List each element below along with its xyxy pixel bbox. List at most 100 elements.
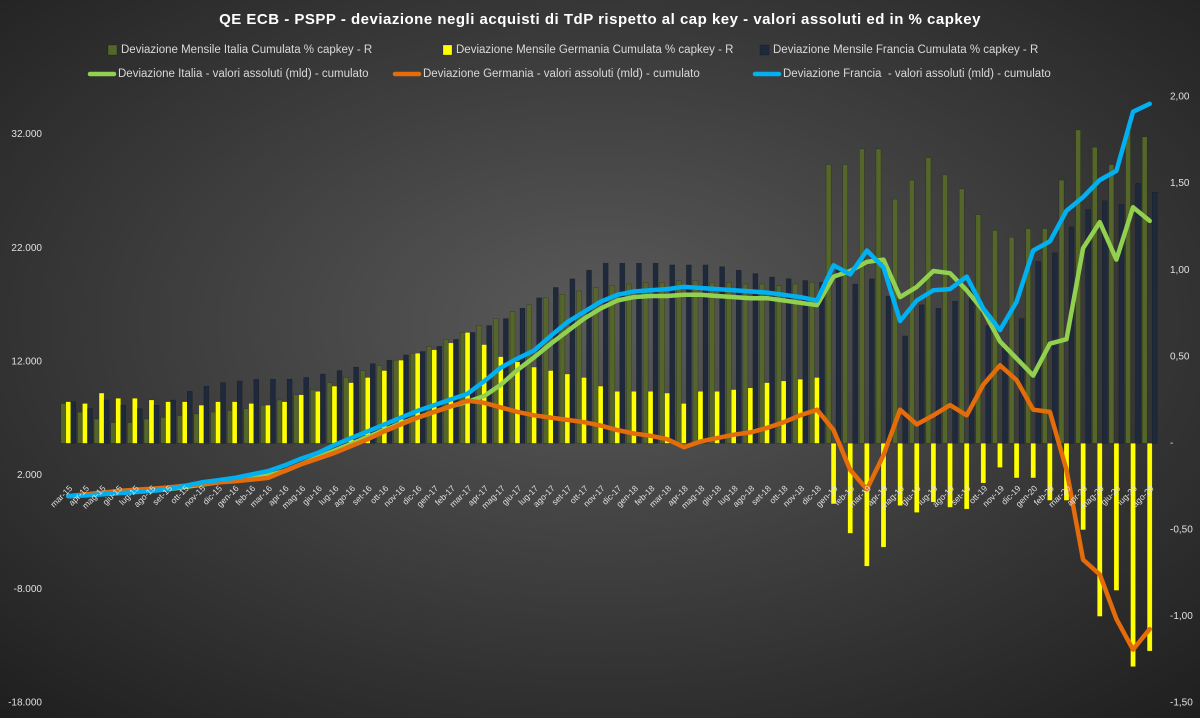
- bar: [386, 359, 393, 444]
- y2-tick-label: -1,50: [1170, 698, 1193, 709]
- bar: [1030, 443, 1036, 479]
- bar: [543, 297, 549, 444]
- legend: Deviazione Mensile Italia Cumulata % cap…: [87, 44, 1051, 80]
- legend-label: Deviazione Mensile Germania Cumulata % c…: [456, 44, 733, 56]
- bar: [985, 325, 992, 444]
- line: [66, 363, 1152, 652]
- bar: [597, 385, 604, 444]
- bar: [619, 262, 626, 444]
- bar: [1047, 443, 1053, 501]
- bar: [132, 398, 138, 444]
- bar: [65, 401, 72, 444]
- bar: [681, 403, 687, 444]
- bar: [315, 391, 321, 444]
- bar: [153, 404, 160, 444]
- bar: [852, 283, 858, 444]
- bar: [1097, 443, 1103, 617]
- bar: [747, 387, 754, 444]
- bar: [70, 401, 77, 444]
- bar: [236, 380, 243, 444]
- bar: [137, 408, 143, 444]
- bar: [1008, 236, 1015, 444]
- bar: [869, 278, 875, 444]
- bar: [409, 353, 416, 444]
- legend-swatch: [442, 44, 453, 56]
- bar: [1092, 146, 1098, 444]
- bar: [842, 164, 848, 444]
- bar: [393, 359, 399, 444]
- bar: [702, 264, 709, 444]
- bar: [892, 198, 898, 444]
- bar: [609, 285, 616, 444]
- bar: [968, 287, 975, 444]
- bar: [930, 443, 937, 503]
- bar: [1035, 261, 1041, 444]
- bar: [847, 443, 853, 534]
- bar: [187, 391, 193, 444]
- bar: [980, 443, 987, 484]
- bar: [559, 294, 566, 444]
- legend-swatch: [107, 44, 118, 56]
- bar: [165, 401, 171, 444]
- bar: [215, 401, 221, 444]
- bar: [459, 332, 466, 444]
- bar: [775, 285, 782, 444]
- bar: [1068, 226, 1075, 444]
- bar: [1130, 443, 1136, 667]
- bar: [1118, 204, 1125, 444]
- bar: [914, 443, 920, 513]
- bar: [93, 418, 100, 444]
- y-tick-label: 32.000: [11, 129, 42, 140]
- bar: [825, 164, 832, 444]
- bar: [742, 283, 749, 444]
- bar: [830, 443, 837, 505]
- y2-tick-label: 1,50: [1170, 178, 1190, 189]
- bar: [514, 361, 521, 444]
- bar: [448, 342, 454, 444]
- bar: [303, 377, 309, 444]
- bar: [348, 382, 354, 444]
- line: [66, 101, 1152, 499]
- bar: [160, 417, 166, 444]
- bar: [1025, 228, 1031, 444]
- legend-label: Deviazione Germania - valori assoluti (m…: [423, 68, 700, 80]
- y-tick-label: -18.000: [8, 698, 42, 709]
- bar: [103, 399, 110, 444]
- bar: [576, 290, 582, 444]
- bar: [553, 287, 559, 444]
- bar: [1052, 252, 1058, 444]
- bar: [614, 391, 621, 444]
- bar: [785, 278, 792, 444]
- y-tick-label: 12.000: [11, 357, 42, 368]
- bar: [331, 385, 338, 444]
- bar: [752, 273, 759, 444]
- bar: [436, 346, 443, 444]
- bar: [182, 401, 188, 444]
- y2-tick-label: 0,50: [1170, 351, 1190, 362]
- bar: [231, 401, 238, 444]
- bar: [686, 264, 692, 444]
- bar: [120, 404, 126, 444]
- bar: [170, 399, 176, 444]
- bar: [819, 282, 825, 444]
- bar: [431, 349, 438, 444]
- bar: [897, 443, 903, 506]
- bar: [592, 287, 599, 444]
- bar: [975, 214, 982, 444]
- bar: [426, 346, 433, 444]
- bar: [676, 280, 682, 444]
- bar: [265, 404, 271, 444]
- bar: [526, 304, 532, 444]
- bar: [443, 339, 449, 444]
- y-tick-label: 2.000: [17, 470, 42, 481]
- bar: [880, 443, 887, 548]
- bar: [493, 318, 499, 444]
- bar: [353, 366, 359, 444]
- bar: [453, 339, 459, 444]
- bar: [464, 332, 471, 444]
- y2-tick-label: -1,00: [1170, 611, 1193, 622]
- bar: [1058, 179, 1065, 444]
